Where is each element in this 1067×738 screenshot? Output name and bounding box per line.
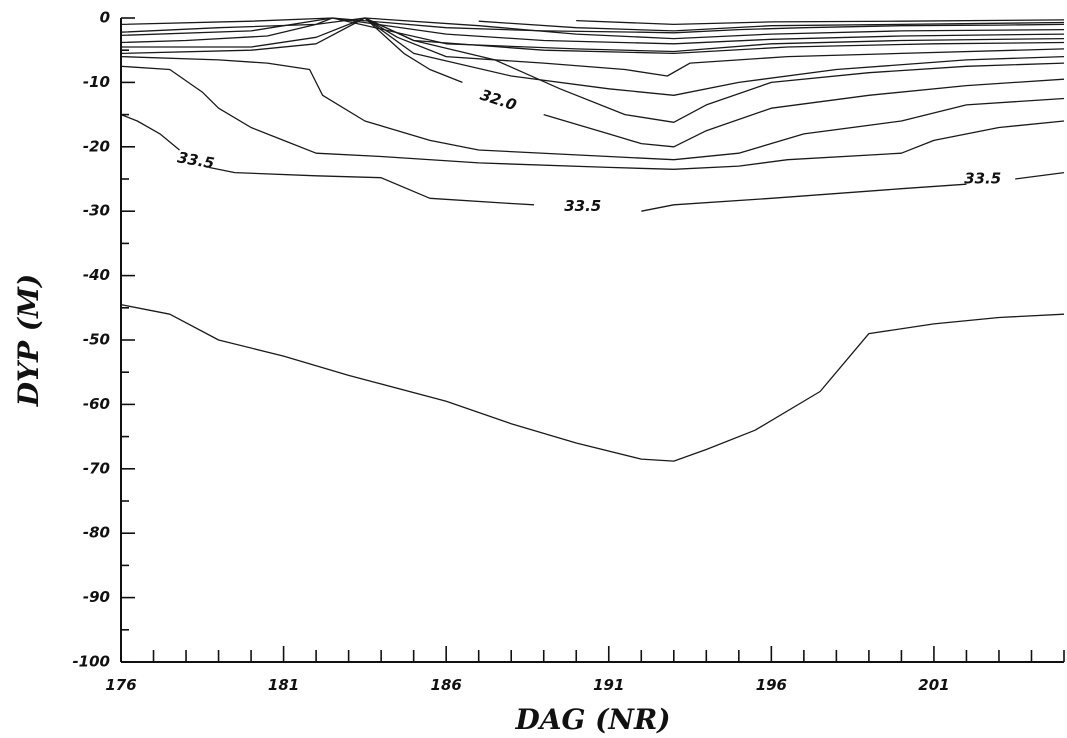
contour-lines	[121, 18, 1064, 461]
contour-labels: 32.0 33.5 33.5 33.5	[176, 86, 1001, 216]
axis-ticks	[121, 18, 1064, 662]
y-tick-label: -90	[83, 588, 110, 606]
contour-line-11	[209, 167, 534, 204]
contour-label-4: 33.5	[964, 170, 1001, 188]
y-axis-title: DYP (M)	[12, 274, 45, 408]
x-tick-label: 201	[918, 676, 949, 694]
y-tick-label: -30	[83, 202, 110, 220]
contour-label-2: 33.5	[176, 148, 216, 172]
contour-line-14	[121, 305, 1064, 462]
x-axis-title: DAG (NR)	[514, 703, 670, 736]
contour-line-10	[121, 115, 180, 150]
x-tick-label: 181	[268, 676, 299, 694]
contour-line-13	[1015, 173, 1064, 179]
contour-line-12	[641, 184, 966, 211]
y-tick-labels: 0 -10 -20 -30 -40 -50 -60 -70 -80 -90 -100	[72, 9, 110, 671]
x-tick-label: 186	[431, 676, 462, 694]
contour-label-3: 33.5	[564, 197, 601, 215]
y-tick-label: -40	[83, 266, 110, 284]
y-tick-label: -60	[83, 395, 110, 413]
y-tick-label: -10	[83, 73, 110, 91]
x-tick-label: 196	[756, 676, 787, 694]
y-tick-label: 0	[100, 9, 110, 27]
y-tick-label: -20	[83, 137, 110, 155]
x-tick-labels: 176 181 186 191 196 201	[105, 676, 949, 694]
y-tick-label: -100	[72, 653, 110, 671]
contour-label-1: 32.0	[478, 86, 519, 115]
y-tick-label: -70	[83, 459, 110, 477]
contour-line-5	[121, 66, 1064, 169]
x-tick-label: 176	[105, 676, 136, 694]
y-tick-label: -80	[83, 524, 110, 542]
contour-line-18	[479, 21, 1064, 31]
x-tick-label: 191	[593, 676, 624, 694]
y-tick-label: -50	[83, 331, 110, 349]
